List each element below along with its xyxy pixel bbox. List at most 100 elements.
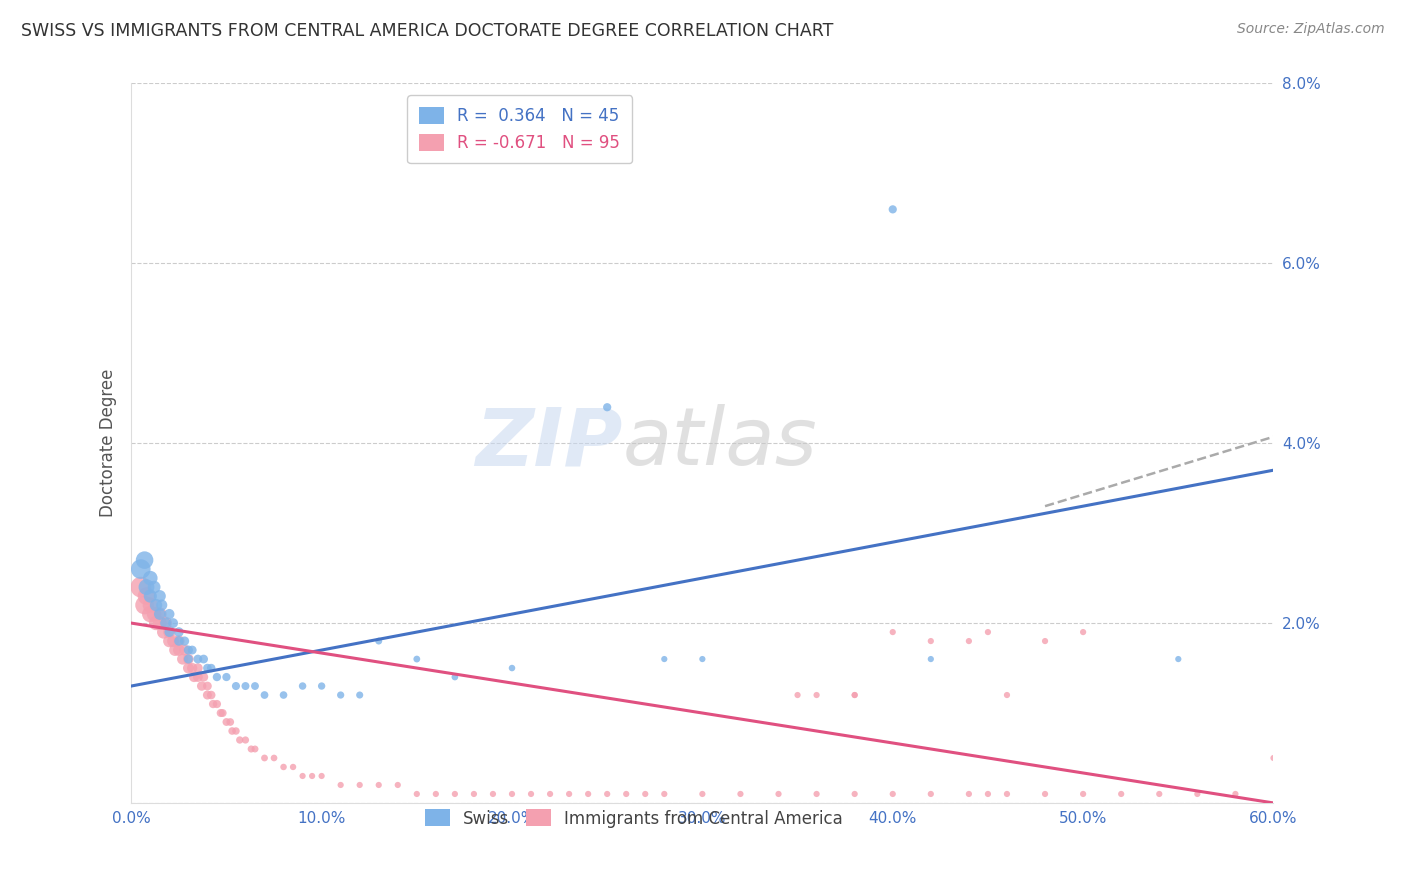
Point [263, 751, 285, 765]
Point [205, 670, 228, 684]
Point [200, 688, 222, 702]
Point [139, 598, 162, 612]
Point [135, 589, 157, 603]
Point [149, 616, 172, 631]
Point [167, 625, 190, 640]
Point [501, 787, 523, 801]
Point [444, 787, 467, 801]
Point [1109, 787, 1132, 801]
Point [157, 634, 180, 648]
Text: ZIP: ZIP [475, 404, 623, 483]
Point [1033, 634, 1056, 648]
Point [329, 688, 352, 702]
Point [652, 652, 675, 666]
Point [977, 787, 1000, 801]
Point [281, 760, 304, 774]
Point [273, 688, 295, 702]
Point [177, 661, 200, 675]
Point [806, 787, 828, 801]
Point [211, 706, 233, 720]
Point [692, 652, 714, 666]
Point [202, 697, 225, 711]
Point [215, 670, 238, 684]
Point [1167, 652, 1189, 666]
Text: Source: ZipAtlas.com: Source: ZipAtlas.com [1237, 22, 1385, 37]
Point [1071, 625, 1094, 640]
Point [243, 742, 266, 756]
Point [634, 787, 657, 801]
Point [173, 634, 195, 648]
Point [768, 787, 790, 801]
Point [786, 688, 808, 702]
Point [520, 787, 543, 801]
Point [134, 598, 156, 612]
Point [187, 661, 209, 675]
Point [957, 787, 980, 801]
Point [163, 643, 186, 657]
Point [149, 607, 172, 621]
Point [225, 724, 247, 739]
Point [692, 787, 714, 801]
Point [844, 787, 866, 801]
Point [425, 787, 447, 801]
Point [177, 652, 200, 666]
Point [157, 625, 180, 640]
Point [253, 751, 276, 765]
Point [235, 679, 257, 693]
Point [291, 769, 314, 783]
Point [367, 634, 389, 648]
Point [596, 787, 619, 801]
Point [177, 652, 200, 666]
Point [311, 769, 333, 783]
Point [134, 553, 156, 567]
Text: SWISS VS IMMIGRANTS FROM CENTRAL AMERICA DOCTORATE DEGREE CORRELATION CHART: SWISS VS IMMIGRANTS FROM CENTRAL AMERICA… [21, 22, 834, 40]
Point [152, 625, 174, 640]
Point [844, 688, 866, 702]
Point [181, 643, 204, 657]
Point [538, 787, 561, 801]
Point [920, 652, 942, 666]
Point [145, 598, 167, 612]
Point [1225, 787, 1247, 801]
Point [149, 607, 172, 621]
Point [387, 778, 409, 792]
Point [143, 580, 166, 594]
Point [150, 598, 173, 612]
Point [301, 769, 323, 783]
Point [229, 733, 252, 747]
Point [652, 787, 675, 801]
Point [235, 733, 257, 747]
Point [349, 688, 371, 702]
Point [172, 652, 194, 666]
Point [155, 616, 177, 631]
Point [139, 607, 162, 621]
Point [221, 724, 243, 739]
Point [197, 661, 219, 675]
Point [183, 670, 205, 684]
Point [920, 634, 942, 648]
Point [219, 714, 242, 729]
Point [149, 589, 172, 603]
Point [162, 634, 184, 648]
Point [882, 787, 904, 801]
Point [1071, 787, 1094, 801]
Point [463, 787, 485, 801]
Point [205, 697, 228, 711]
Point [558, 787, 581, 801]
Legend: Swiss, Immigrants from Central America: Swiss, Immigrants from Central America [418, 803, 849, 834]
Point [614, 787, 637, 801]
Point [167, 634, 190, 648]
Point [995, 787, 1018, 801]
Point [311, 679, 333, 693]
Text: atlas: atlas [623, 404, 817, 483]
Point [1149, 787, 1171, 801]
Point [1033, 787, 1056, 801]
Point [139, 571, 162, 585]
Point [405, 787, 427, 801]
Y-axis label: Doctorate Degree: Doctorate Degree [100, 369, 117, 517]
Point [253, 688, 276, 702]
Point [173, 643, 195, 657]
Point [596, 401, 619, 415]
Point [181, 661, 204, 675]
Point [197, 688, 219, 702]
